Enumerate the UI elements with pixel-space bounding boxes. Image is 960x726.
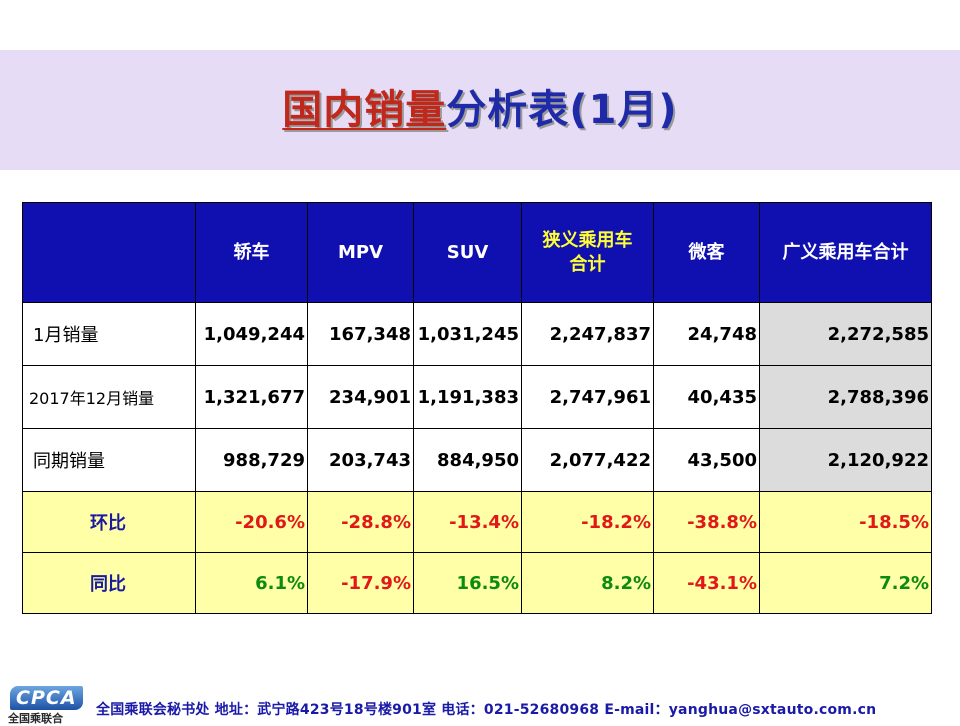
title-part-2: 分析表(1月) (446, 87, 678, 133)
cell-value: 203,743 (307, 428, 414, 492)
cell-value: 2,747,961 (521, 365, 654, 429)
cell-pct: -28.8% (307, 491, 414, 553)
cell-pct: 6.1% (195, 552, 308, 614)
row-label: 同比 (22, 552, 196, 614)
cell-value: 2,077,422 (521, 428, 654, 492)
logo-text: CPCA (10, 686, 83, 710)
cell-pct-total: -18.5% (759, 491, 932, 553)
table-row: 环比 -20.6% -28.8% -13.4% -18.2% -38.8% -1… (22, 491, 932, 553)
cell-value: 43,500 (653, 428, 760, 492)
cell-pct: -38.8% (653, 491, 760, 553)
cell-value: 988,729 (195, 428, 308, 492)
row-label: 同期销量 (22, 428, 196, 492)
cell-pct: 16.5% (413, 552, 522, 614)
cell-pct: -20.6% (195, 491, 308, 553)
table-row: 1月销量 1,049,244 167,348 1,031,245 2,247,8… (22, 302, 932, 366)
table-row: 同期销量 988,729 203,743 884,950 2,077,422 4… (22, 428, 932, 492)
header-mpv: MPV (307, 202, 414, 303)
cell-total: 2,120,922 (759, 428, 932, 492)
cell-value: 40,435 (653, 365, 760, 429)
cell-value: 1,191,383 (413, 365, 522, 429)
cell-pct: -18.2% (521, 491, 654, 553)
logo-subtitle: 全国乘联合 (8, 712, 63, 725)
table-header-row: 轿车 MPV SUV 狭义乘用车合计 微客 广义乘用车合计 (22, 202, 932, 303)
header-corner (22, 202, 196, 303)
page-title: 国内销量分析表(1月) (0, 78, 960, 142)
cell-total: 2,788,396 (759, 365, 932, 429)
cell-value: 234,901 (307, 365, 414, 429)
cell-pct: -13.4% (413, 491, 522, 553)
header-broad-total: 广义乘用车合计 (759, 202, 932, 303)
cell-value: 167,348 (307, 302, 414, 366)
row-label: 2017年12月销量 (22, 365, 196, 429)
footer-contact: 全国乘联会秘书处 地址：武宁路423号18号楼901室 电话：021-52680… (96, 702, 877, 718)
title-band (0, 50, 960, 170)
header-suv: SUV (413, 202, 522, 303)
cpca-logo: CPCA 全国乘联合 (6, 686, 86, 725)
sales-table: 轿车 MPV SUV 狭义乘用车合计 微客 广义乘用车合计 1月销量 1,049… (22, 202, 932, 614)
row-label: 环比 (22, 491, 196, 553)
cell-pct: -17.9% (307, 552, 414, 614)
cell-value: 1,321,677 (195, 365, 308, 429)
header-minivan: 微客 (653, 202, 760, 303)
cell-value: 2,247,837 (521, 302, 654, 366)
cell-pct: 8.2% (521, 552, 654, 614)
cell-value: 1,049,244 (195, 302, 308, 366)
title-part-1: 国内销量 (282, 87, 447, 133)
cell-value: 1,031,245 (413, 302, 522, 366)
cell-total: 2,272,585 (759, 302, 932, 366)
table-row: 同比 6.1% -17.9% 16.5% 8.2% -43.1% 7.2% (22, 552, 932, 614)
cell-value: 24,748 (653, 302, 760, 366)
cell-value: 884,950 (413, 428, 522, 492)
cell-pct-total: 7.2% (759, 552, 932, 614)
row-label: 1月销量 (22, 302, 196, 366)
cell-pct: -43.1% (653, 552, 760, 614)
header-sedan: 轿车 (195, 202, 308, 303)
header-narrow-total: 狭义乘用车合计 (521, 202, 654, 303)
table-row: 2017年12月销量 1,321,677 234,901 1,191,383 2… (22, 365, 932, 429)
